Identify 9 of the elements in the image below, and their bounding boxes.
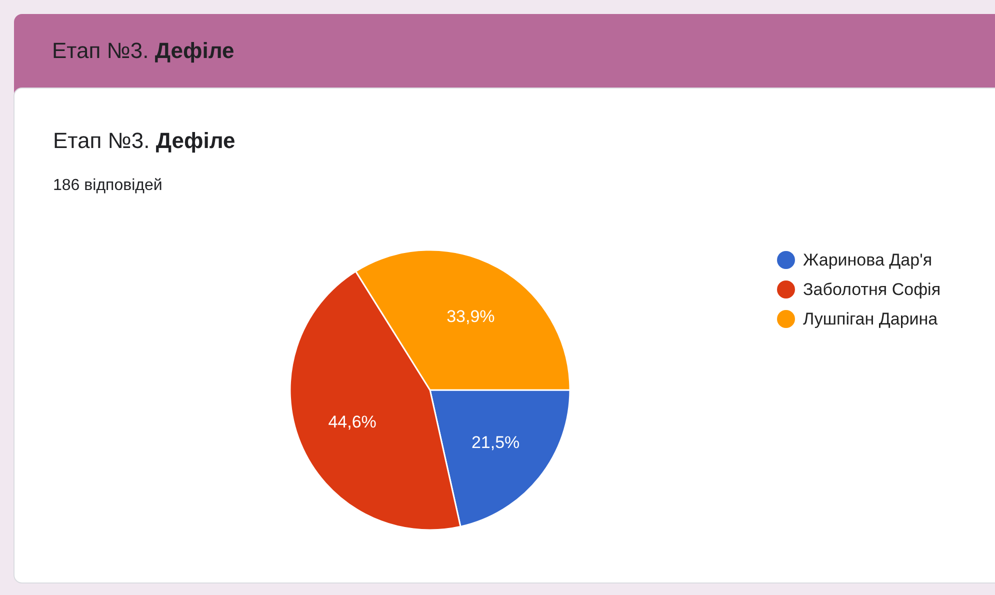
- data-label: 21,5%: [471, 433, 520, 452]
- chart-title: Етап №3. Дефіле: [53, 128, 236, 153]
- text: 186 відповідей: [53, 177, 162, 194]
- legend-label: Заболотня Софія: [803, 280, 941, 299]
- data-label: 44,6%: [328, 412, 376, 432]
- text: Етап №3. Дефіле: [52, 38, 234, 63]
- legend-label: Жаринова Дар'я: [803, 250, 932, 270]
- data-label: 33,9%: [446, 307, 495, 326]
- legend-label: Лушпіган Дарина: [803, 310, 938, 328]
